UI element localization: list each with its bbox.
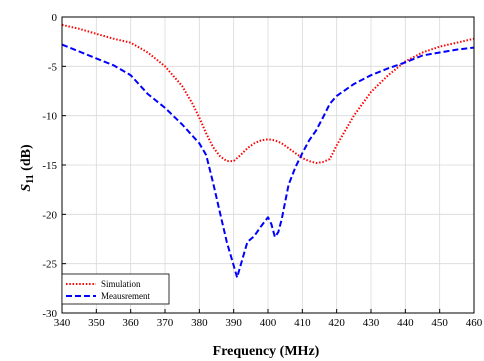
y-tick-label: -25 — [42, 259, 57, 271]
y-tick-label: -5 — [48, 61, 58, 73]
grid-lines — [62, 17, 474, 313]
x-tick-label: 350 — [88, 317, 105, 329]
x-tick-label: 460 — [466, 317, 483, 329]
y-tick-label: 0 — [52, 12, 58, 24]
y-tick-label: -15 — [42, 160, 57, 172]
x-tick-label: 420 — [328, 317, 345, 329]
x-tick-label: 400 — [260, 317, 277, 329]
y-tick-label: -30 — [42, 308, 57, 320]
x-tick-label: 430 — [363, 317, 380, 329]
y-tick-label: -10 — [42, 111, 57, 123]
x-tick-label: 450 — [431, 317, 448, 329]
y-axis-title-subscript: 11 — [25, 174, 36, 183]
y-tick-label: -20 — [42, 209, 57, 221]
legend-label-simulation: Simulation — [101, 279, 141, 289]
x-axis-ticks: 340 350 360 370 380 390 400 410 420 430 440 450 460 — [54, 309, 483, 329]
x-tick-label: 390 — [225, 317, 242, 329]
x-tick-label: 380 — [191, 317, 208, 329]
x-tick-label: 410 — [294, 317, 311, 329]
y-axis-title: S11 (dB) — [19, 144, 36, 192]
y-axis-title-unit: (dB) — [19, 144, 34, 174]
legend-label-measurement: Meausrement — [101, 291, 150, 301]
legend: Simulation Meausrement — [62, 274, 169, 304]
x-tick-label: 440 — [397, 317, 414, 329]
x-axis-title: Frequency (MHz) — [213, 344, 320, 359]
y-axis-title-symbol: S — [19, 184, 34, 192]
x-tick-label: 370 — [157, 317, 174, 329]
x-tick-label: 360 — [122, 317, 139, 329]
